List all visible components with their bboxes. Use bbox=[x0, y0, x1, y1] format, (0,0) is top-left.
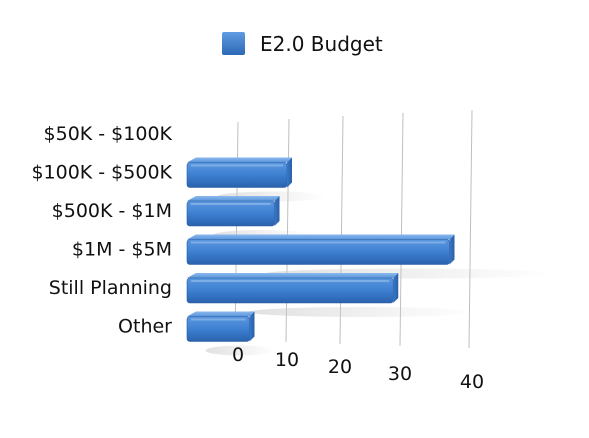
gridline bbox=[399, 112, 404, 347]
bar bbox=[186, 234, 455, 265]
category-label: Other bbox=[118, 316, 172, 338]
bar bbox=[186, 273, 399, 304]
bar bbox=[186, 157, 292, 188]
category-label: $100K - $500K bbox=[31, 162, 172, 184]
y-axis-labels: $50K - $100K $100K - $500K $500K - $1M $1M … bbox=[31, 123, 172, 338]
bar-shadow bbox=[248, 307, 476, 317]
legend: E2.0 Budget bbox=[222, 32, 383, 56]
x-tick-label: 30 bbox=[388, 363, 412, 385]
category-label: Still Planning bbox=[49, 277, 172, 299]
category-label: $50K - $100K bbox=[44, 123, 173, 145]
x-tick-label: 20 bbox=[328, 356, 352, 378]
gridline bbox=[468, 109, 473, 349]
category-label: $500K - $1M bbox=[52, 200, 172, 222]
grid bbox=[234, 109, 473, 349]
legend-swatch bbox=[222, 32, 245, 55]
x-tick-label: 0 bbox=[232, 344, 244, 366]
legend-label: E2.0 Budget bbox=[260, 32, 383, 56]
category-label: $1M - $5M bbox=[72, 239, 172, 261]
x-tick-label: 40 bbox=[460, 371, 484, 393]
bar bbox=[186, 311, 255, 342]
gridline bbox=[339, 115, 344, 345]
bars bbox=[186, 157, 455, 342]
bar bbox=[186, 196, 280, 227]
x-tick-label: 10 bbox=[275, 349, 299, 371]
bar-shadow bbox=[205, 345, 275, 356]
gridline bbox=[285, 118, 290, 343]
x-axis-tick-labels: 0 10 20 30 40 bbox=[232, 344, 484, 393]
